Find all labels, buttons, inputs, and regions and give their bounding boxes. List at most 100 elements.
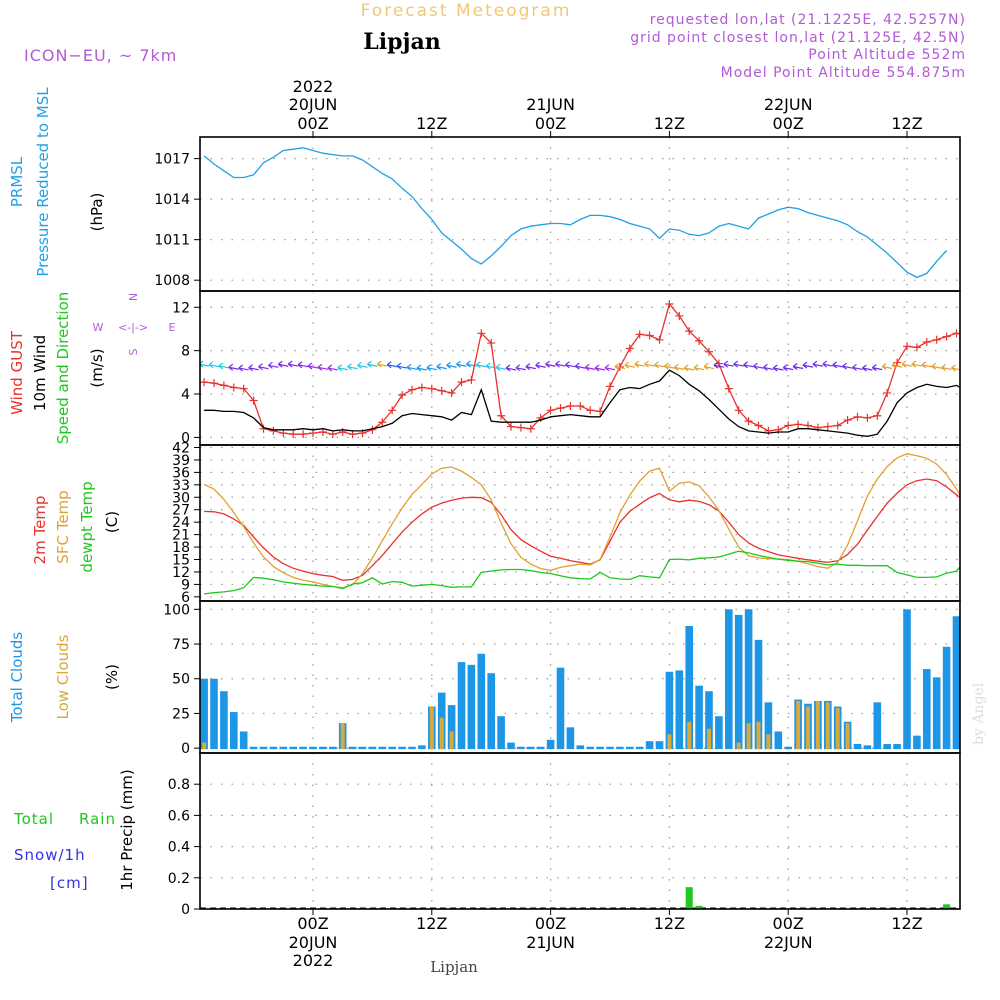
wind-arrow bbox=[683, 364, 695, 372]
bar-total-clouds bbox=[606, 746, 614, 750]
top-time-label: 12Z bbox=[416, 114, 447, 133]
bottom-time-label: 00Z bbox=[535, 914, 566, 933]
wind-arrow bbox=[258, 363, 269, 371]
gust-point bbox=[665, 300, 674, 309]
y-tick-label: 0.2 bbox=[168, 871, 190, 887]
wind-arrow bbox=[723, 360, 734, 368]
wind-arrow bbox=[753, 362, 764, 370]
gust-point bbox=[823, 422, 832, 431]
bar-total-clouds bbox=[388, 746, 396, 750]
y-tick-label: 12 bbox=[172, 300, 190, 316]
bar-total-clouds bbox=[358, 746, 367, 750]
bar-low-clouds bbox=[806, 706, 810, 750]
bar-total-clouds bbox=[536, 746, 545, 750]
wind-arrow bbox=[713, 361, 725, 369]
gust-point bbox=[210, 379, 218, 388]
bar-total-clouds bbox=[626, 746, 634, 750]
model-altitude: Model Point Altitude 554.875m bbox=[721, 65, 966, 81]
wind-arrow bbox=[901, 360, 913, 368]
panel-precip: 0 0.2 0.4 0.6 0.8 bbox=[168, 752, 961, 918]
series-line-dewpt-temp bbox=[204, 550, 960, 595]
bar-low-clouds bbox=[835, 707, 840, 750]
wind-arrow bbox=[327, 364, 338, 372]
bar-total-clouds bbox=[616, 746, 624, 750]
gust-point bbox=[477, 329, 486, 338]
bottom-time-label: 00Z bbox=[297, 914, 328, 933]
wind-arrow bbox=[367, 360, 378, 368]
bar-total-clouds bbox=[408, 746, 416, 750]
bar-total-clouds bbox=[863, 745, 872, 750]
bottom-time-label: 12Z bbox=[416, 914, 447, 933]
plot-area-temperature bbox=[203, 453, 960, 595]
footer-location: Lipjan bbox=[430, 958, 478, 976]
bar-total-clouds bbox=[586, 746, 594, 750]
gust-point bbox=[645, 331, 654, 340]
gust-point bbox=[507, 422, 515, 431]
bar-total-clouds bbox=[853, 743, 862, 750]
compass-arrows: <-|-> bbox=[118, 321, 148, 334]
wind-arrow bbox=[307, 362, 319, 370]
bar-total-clouds bbox=[546, 739, 555, 750]
gust-point bbox=[903, 342, 911, 351]
y-tick-label: 100 bbox=[163, 602, 190, 618]
bar-rain bbox=[695, 905, 703, 909]
wind-arrow bbox=[357, 361, 368, 369]
bar-total-clouds bbox=[873, 702, 882, 750]
wind-arrow bbox=[842, 362, 853, 370]
gust-point bbox=[546, 406, 555, 415]
ylabel-10m-wind: 10m Wind bbox=[31, 335, 49, 411]
y-tick-label: 0.8 bbox=[168, 777, 190, 793]
gust-point bbox=[734, 406, 743, 415]
bar-low-clouds bbox=[667, 734, 672, 750]
gust-point bbox=[744, 417, 753, 426]
wind-arrow bbox=[733, 360, 744, 368]
unit-ms: (m/s) bbox=[88, 348, 106, 387]
gust-point bbox=[408, 385, 416, 394]
wind-arrow bbox=[891, 361, 903, 369]
wind-arrow bbox=[277, 360, 289, 368]
wind-arrow bbox=[228, 363, 239, 371]
wind-arrow bbox=[604, 364, 616, 372]
y-tick-label: 30 bbox=[172, 490, 190, 506]
gust-point bbox=[586, 406, 595, 415]
wind-arrow bbox=[466, 360, 477, 368]
wind-arrow bbox=[772, 364, 784, 372]
wind-arrow bbox=[376, 360, 388, 368]
gust-point bbox=[952, 329, 960, 338]
y-tick-label: 1008 bbox=[154, 273, 190, 289]
bar-total-clouds bbox=[596, 746, 604, 750]
gust-point bbox=[606, 382, 614, 391]
gust-point bbox=[200, 378, 209, 387]
y-tick-label: 24 bbox=[172, 515, 190, 531]
bar-total-clouds bbox=[695, 685, 703, 750]
wind-arrow bbox=[812, 360, 824, 368]
gust-point bbox=[675, 311, 684, 320]
gust-point bbox=[398, 391, 407, 400]
top-time-label: 12Z bbox=[891, 114, 922, 133]
gust-point bbox=[705, 347, 713, 356]
ylabel-pressure: Pressure Reduced to MSL bbox=[34, 87, 52, 277]
bar-total-clouds bbox=[635, 746, 644, 750]
gust-point bbox=[487, 339, 496, 348]
bar-total-clouds bbox=[705, 691, 713, 750]
gust-point bbox=[388, 406, 397, 415]
ylabel-total-clouds: Total Clouds bbox=[8, 632, 26, 724]
label-cm: [cm] bbox=[50, 874, 89, 892]
wind-arrow bbox=[416, 364, 428, 372]
bar-rain bbox=[943, 904, 951, 909]
y-tick-label: 50 bbox=[172, 672, 190, 688]
gust-point bbox=[794, 420, 803, 429]
gust-point bbox=[289, 430, 298, 439]
y-tick-label: 39 bbox=[172, 453, 190, 469]
panel-frame bbox=[199, 290, 961, 446]
bar-total-clouds bbox=[259, 746, 268, 750]
gust-point bbox=[942, 332, 951, 341]
compass-e: E bbox=[169, 321, 176, 334]
wind-arrow bbox=[664, 362, 675, 370]
bottom-time-label: 12Z bbox=[654, 914, 685, 933]
bar-rain bbox=[685, 887, 693, 909]
plot-area-wind bbox=[200, 300, 960, 439]
y-tick-label: 4 bbox=[181, 387, 190, 403]
wind-arrow bbox=[287, 360, 299, 368]
bar-total-clouds bbox=[675, 670, 684, 750]
